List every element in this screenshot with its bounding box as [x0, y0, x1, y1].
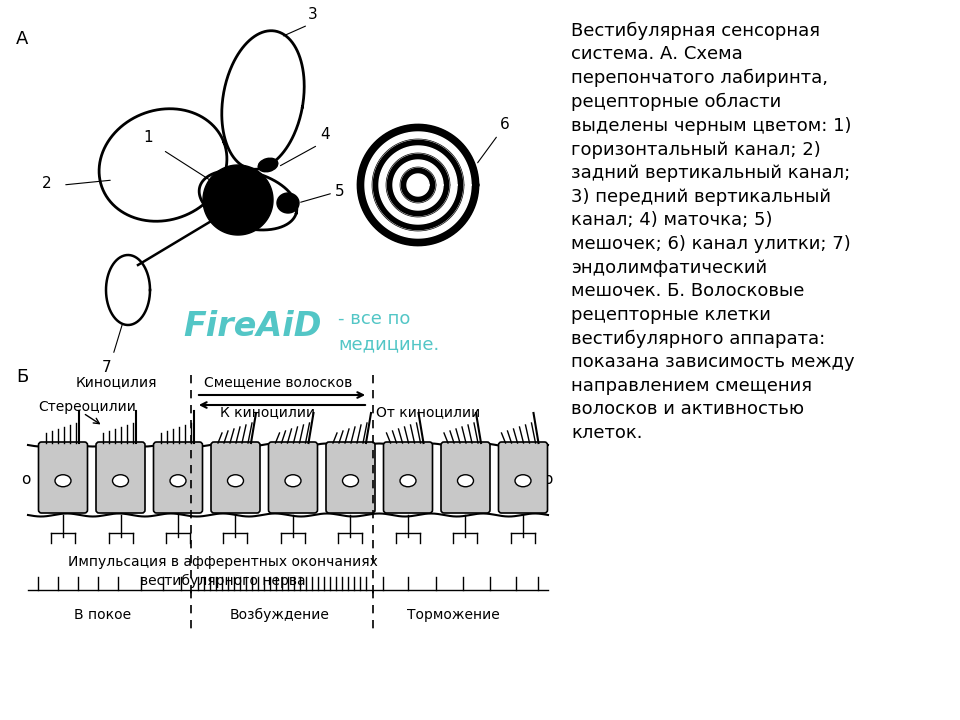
Polygon shape [393, 160, 443, 210]
Text: Киноцилия: Киноцилия [75, 375, 156, 389]
Text: o: o [543, 472, 553, 487]
FancyBboxPatch shape [326, 442, 375, 513]
Text: FireAiD: FireAiD [183, 310, 322, 343]
Ellipse shape [458, 474, 473, 487]
Ellipse shape [228, 474, 244, 487]
Polygon shape [372, 139, 464, 231]
Text: Вестибулярная сенсорная
система. А. Схема
перепончатого лабиринта,
рецепторные о: Вестибулярная сенсорная система. А. Схем… [571, 22, 854, 442]
Text: 3: 3 [308, 7, 318, 22]
Text: От киноцилии: От киноцилии [376, 405, 480, 419]
FancyBboxPatch shape [154, 442, 203, 513]
FancyBboxPatch shape [441, 442, 490, 513]
Text: 4: 4 [320, 127, 329, 142]
Ellipse shape [285, 474, 301, 487]
Ellipse shape [258, 158, 277, 172]
Polygon shape [365, 132, 471, 238]
Ellipse shape [343, 474, 358, 487]
Text: - все по
медицине.: - все по медицине. [338, 310, 440, 353]
Text: 7: 7 [102, 360, 111, 375]
FancyBboxPatch shape [38, 442, 87, 513]
FancyBboxPatch shape [383, 442, 433, 513]
Ellipse shape [515, 474, 531, 487]
Text: А: А [16, 30, 29, 48]
Text: #40C0C0: #40C0C0 [183, 309, 190, 310]
Polygon shape [407, 174, 429, 196]
Text: Импульсация в афферентных окончаниях
вестибулярного нерва: Импульсация в афферентных окончаниях вес… [68, 555, 378, 588]
Text: Смещение волосков: Смещение волосков [204, 375, 352, 389]
Text: В покое: В покое [75, 608, 132, 622]
Polygon shape [203, 165, 273, 235]
Ellipse shape [112, 474, 129, 487]
Text: Возбуждение: Возбуждение [230, 608, 330, 622]
Polygon shape [379, 146, 457, 224]
Text: o: o [21, 472, 31, 487]
FancyBboxPatch shape [498, 442, 547, 513]
Polygon shape [400, 167, 436, 203]
Text: 1: 1 [143, 130, 153, 145]
Text: Б: Б [16, 368, 28, 386]
Ellipse shape [55, 474, 71, 487]
Text: 5: 5 [335, 184, 345, 199]
Text: 6: 6 [500, 117, 510, 132]
Text: Торможение: Торможение [407, 608, 499, 622]
Text: К киноцилии: К киноцилии [221, 405, 316, 419]
Text: Стереоцилии: Стереоцилии [38, 400, 136, 414]
Ellipse shape [277, 193, 299, 213]
Text: 2: 2 [41, 176, 51, 191]
Polygon shape [386, 153, 450, 217]
Ellipse shape [170, 474, 186, 487]
Ellipse shape [400, 474, 416, 487]
FancyBboxPatch shape [269, 442, 318, 513]
Polygon shape [358, 125, 478, 245]
FancyBboxPatch shape [96, 442, 145, 513]
FancyBboxPatch shape [211, 442, 260, 513]
